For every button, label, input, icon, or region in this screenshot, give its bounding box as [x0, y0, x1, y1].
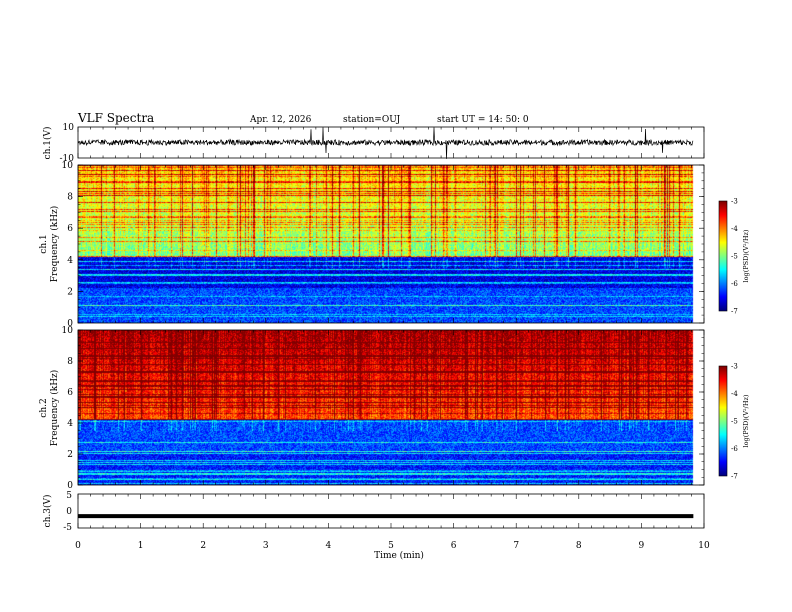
ch3-waveform-frame — [77, 493, 705, 529]
x-tick-label: 7 — [513, 541, 519, 551]
x-tick-label: 2 — [200, 541, 206, 551]
ch1-spectrogram-ylabel-line1: ch.1 — [39, 234, 49, 253]
colorbar-tick-label: -7 — [731, 308, 738, 316]
ch2-spectrogram-ylabel-line1: ch.2 — [39, 398, 49, 417]
y-tick-label: 8 — [67, 193, 73, 203]
y-tick-label: 8 — [67, 357, 73, 367]
colorbar-tick-label: -5 — [731, 418, 738, 426]
ch2-spectrogram-ylabel-line2: Frequency (kHz) — [49, 370, 60, 447]
y-tick-label: 6 — [67, 224, 73, 234]
ch1-waveform-line — [77, 127, 694, 159]
ch3-waveform-panel: 5 0 -5 ch.3(V) — [42, 491, 705, 533]
ch1-colorbar — [719, 201, 727, 311]
x-tick-label: 1 — [138, 541, 144, 551]
colorbar-tick-label: -6 — [731, 445, 738, 453]
x-tick-label: 8 — [576, 541, 582, 551]
y-tick-label: 10 — [62, 326, 74, 336]
y-tick-label: 2 — [67, 287, 73, 297]
y-tick-label: 10 — [62, 161, 74, 171]
x-axis-label: Time (min) — [374, 550, 424, 561]
colorbar-tick-label: -5 — [731, 253, 738, 261]
colorbar-tick-label: -6 — [731, 280, 738, 288]
ch1-waveform-ylabel: ch.1(V) — [42, 127, 53, 160]
ch1-spectrogram-ylabel-line2: Frequency (kHz) — [49, 206, 60, 283]
y-tick-label: 4 — [67, 419, 73, 429]
x-tick-label: 0 — [75, 541, 81, 551]
ch1-ytick-top: 10 — [63, 123, 75, 133]
colorbar-tick-label: -4 — [731, 390, 738, 398]
x-tick-label: 3 — [263, 541, 269, 551]
y-tick-label: 0 — [67, 481, 73, 491]
colorbar-tick-label: -4 — [731, 225, 738, 233]
y-tick-label: 0 — [67, 319, 73, 329]
y-tick-label: 4 — [67, 256, 73, 266]
x-tick-label: 9 — [639, 541, 645, 551]
y-tick-label: 6 — [67, 388, 73, 398]
header-station: station=OUJ — [343, 115, 401, 125]
y-tick-label: 2 — [67, 450, 73, 460]
x-tick-label: 10 — [698, 541, 710, 551]
ch2-colorbar-label: log(PSD)(V²/Hz) — [742, 394, 750, 447]
ch1-ytick-bottom: -10 — [60, 154, 75, 164]
x-tick-label: 4 — [326, 541, 332, 551]
header-start-time: start UT = 14: 50: 0 — [437, 115, 529, 125]
ch2-colorbar-frame — [718, 365, 728, 477]
ch1-waveform-panel: 10 -10 ch.1(V) — [42, 123, 705, 164]
ch2-spectrogram-image — [78, 330, 704, 485]
ch3-ytick-bottom: -5 — [63, 523, 72, 533]
chart-title: VLF Spectra — [77, 111, 154, 125]
ch3-ytick-top: 5 — [66, 491, 72, 501]
ch3-waveform-ylabel: ch.3(V) — [42, 495, 53, 528]
colorbar-tick-label: -7 — [731, 473, 738, 481]
ch2-colorbar — [719, 366, 727, 476]
ch3-ytick-mid: 0 — [66, 507, 72, 517]
header-date: Apr. 12, 2026 — [249, 115, 312, 125]
x-tick-label: 5 — [388, 541, 394, 551]
x-tick-label: 6 — [451, 541, 457, 551]
ch1-colorbar-label: log(PSD)(V²/Hz) — [742, 229, 750, 282]
colorbar-tick-label: -3 — [731, 198, 738, 206]
ch1-colorbar-frame — [718, 200, 728, 312]
colorbar-tick-label: -3 — [731, 363, 738, 371]
ch1-spectrogram-image — [78, 165, 704, 323]
